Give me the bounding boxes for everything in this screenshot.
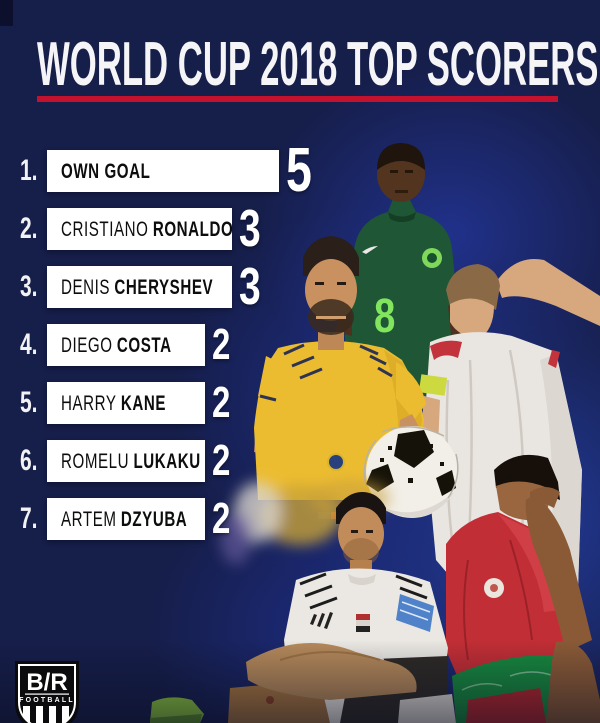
scorer-row: 4. DIEGO COSTA 2: [20, 320, 320, 369]
name-bold: COSTA: [116, 333, 172, 357]
corner-artifact: [0, 0, 13, 26]
poland-armband: [418, 374, 448, 396]
name-bold: RONALDO: [152, 217, 234, 241]
player-name: DENIS CHERYSHEV: [61, 277, 213, 298]
name-light: ARTEM: [61, 507, 117, 531]
name-bold: CHERYSHEV: [114, 275, 214, 299]
goals-value: 2: [212, 494, 231, 543]
player-name: HARRY KANE: [61, 393, 166, 414]
score-bar: OWN GOAL: [47, 150, 279, 192]
name-light: DENIS: [61, 275, 111, 299]
score-bar: DENIS CHERYSHEV: [47, 266, 232, 308]
goals-value: 3: [239, 200, 261, 258]
logo-caption-text: FOOTBALL: [19, 697, 75, 704]
player-name: ARTEM DZYUBA: [61, 509, 187, 530]
scorer-row: 1. OWN GOAL 5: [20, 140, 320, 202]
rank-label: 4.: [20, 328, 38, 361]
player-name: CRISTIANO RONALDO: [61, 219, 233, 240]
name-light: CRISTIANO: [61, 217, 149, 241]
score-bar: HARRY KANE: [47, 382, 205, 424]
egypt-adidas-icon: [310, 612, 333, 629]
scorer-row: 7. ARTEM DZYUBA 2: [20, 494, 320, 543]
player-name: DIEGO COSTA: [61, 335, 172, 356]
goals-value: 2: [212, 436, 231, 485]
rank-label: 6.: [20, 444, 38, 477]
scorer-row: 5. HARRY KANE 2: [20, 378, 320, 427]
header: WORLD CUP 2018 TOP SCORERS: [37, 28, 600, 102]
page-title: WORLD CUP 2018 TOP SCORERS: [37, 30, 599, 99]
name-light: DIEGO: [61, 333, 113, 357]
name-bold: OWN GOAL: [61, 159, 151, 183]
rank-label: 7.: [20, 502, 38, 535]
rank-label: 1.: [20, 154, 38, 187]
name-light: HARRY: [61, 391, 117, 415]
goals-value: 2: [212, 378, 231, 427]
player-name: OWN GOAL: [61, 161, 150, 182]
rank-label: 2.: [20, 212, 38, 245]
score-bar: ARTEM DZYUBA: [47, 498, 205, 540]
egypt-shoulder-stripes: [299, 572, 433, 612]
br-football-logo: B/R FOOTBALL: [15, 661, 79, 723]
name-light: ROMELU: [61, 449, 130, 473]
player-name: ROMELU LUKAKU: [61, 451, 201, 472]
name-bold: DZYUBA: [120, 507, 188, 531]
scorer-list: 1. OWN GOAL 5 2. CRISTIANO RONALDO 3 3. D: [20, 140, 320, 556]
score-bar: CRISTIANO RONALDO: [47, 208, 233, 250]
score-bar: ROMELU LUKAKU: [47, 440, 205, 482]
goals-value: 2: [212, 320, 231, 369]
nigeria-swoosh-icon: [362, 246, 378, 254]
title-underline: [37, 96, 558, 102]
logo-stripes: [23, 706, 69, 723]
goals-value: 3: [239, 258, 261, 316]
scorer-row: 3. DENIS CHERYSHEV 3: [20, 261, 320, 313]
name-bold: LUKAKU: [133, 449, 201, 473]
rank-label: 5.: [20, 386, 38, 419]
scorer-row: 6. ROMELU LUKAKU 2: [20, 436, 320, 485]
nigeria-hair: [377, 143, 425, 170]
goals-value: 5: [286, 136, 312, 205]
score-bar: DIEGO COSTA: [47, 324, 205, 366]
nigeria-jersey-number: 8: [374, 290, 395, 343]
rank-label: 3.: [20, 270, 38, 303]
bottom-vignette: [0, 640, 600, 723]
australia-jersey-hatching: [259, 343, 423, 402]
australia-crest-icon: [327, 453, 345, 471]
name-bold: KANE: [120, 391, 167, 415]
scorer-row: 2. CRISTIANO RONALDO 3: [20, 203, 320, 255]
logo-brand-text: B/R: [26, 669, 67, 696]
